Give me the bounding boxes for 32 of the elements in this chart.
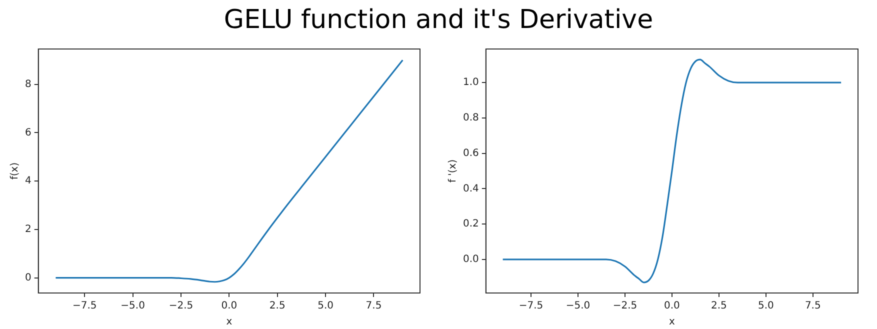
x-tick-label: 0.0 [664,300,680,312]
x-axis-title: x [226,316,232,328]
x-tick-label: 7.5 [366,300,382,312]
line-series [502,58,842,284]
x-tick-label: −2.5 [612,300,638,312]
y-tick-label: 0.6 [462,148,479,159]
x-tick-label: −5.0 [566,300,590,312]
x-axis-title: x [668,316,675,328]
x-tick-label: 5.0 [758,300,774,312]
y-tick-label: 4 [24,176,32,187]
x-tick-label: −5.0 [120,300,145,312]
x-tick-label: 0.0 [221,300,238,312]
y-tick-label: 1.0 [462,77,479,88]
x-tick-label: −7.5 [72,300,97,312]
x-tick-label: −2.5 [168,300,194,312]
x-tick-label: 2.5 [269,300,286,312]
x-tick-label: 7.5 [804,300,821,312]
y-tick-label: 2 [24,224,32,235]
chart-title: GELU function and it's Derivative [222,4,654,37]
x-tick-label: 5.0 [318,300,334,312]
y-tick-label: 0.2 [462,218,479,230]
y-axis-title: f '(x) [448,159,459,183]
y-axis-title: f(x) [10,162,21,180]
y-tick-label: 0.8 [462,112,479,124]
y-tick-label: 8 [24,78,32,90]
y-tick-label: 0.4 [462,183,479,194]
y-tick-label: 6 [24,127,32,138]
y-tick-label: 0.0 [462,254,479,265]
y-tick-label: 0 [24,272,32,284]
line-series [54,59,404,283]
x-tick-label: 2.5 [710,300,727,312]
x-tick-label: −7.5 [518,300,544,312]
